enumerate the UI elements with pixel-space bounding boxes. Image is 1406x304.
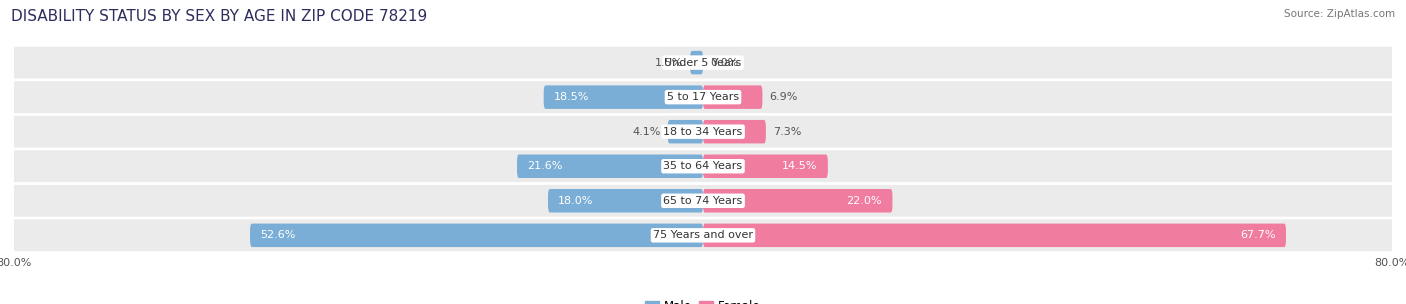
FancyBboxPatch shape (690, 51, 703, 74)
Text: 14.5%: 14.5% (782, 161, 817, 171)
Text: 21.6%: 21.6% (527, 161, 562, 171)
FancyBboxPatch shape (10, 116, 1396, 147)
Text: 4.1%: 4.1% (633, 127, 661, 137)
Text: 65 to 74 Years: 65 to 74 Years (664, 196, 742, 206)
Text: 35 to 64 Years: 35 to 64 Years (664, 161, 742, 171)
Text: 52.6%: 52.6% (260, 230, 295, 240)
FancyBboxPatch shape (10, 219, 1396, 251)
FancyBboxPatch shape (703, 223, 1286, 247)
Legend: Male, Female: Male, Female (641, 295, 765, 304)
Text: 75 Years and over: 75 Years and over (652, 230, 754, 240)
Text: 22.0%: 22.0% (846, 196, 882, 206)
FancyBboxPatch shape (250, 223, 703, 247)
Text: 6.9%: 6.9% (769, 92, 797, 102)
FancyBboxPatch shape (703, 120, 766, 143)
Text: 1.5%: 1.5% (655, 57, 683, 67)
FancyBboxPatch shape (517, 154, 703, 178)
Text: 0.0%: 0.0% (710, 57, 738, 67)
Text: 5 to 17 Years: 5 to 17 Years (666, 92, 740, 102)
FancyBboxPatch shape (10, 185, 1396, 217)
Text: 18 to 34 Years: 18 to 34 Years (664, 127, 742, 137)
Text: Source: ZipAtlas.com: Source: ZipAtlas.com (1284, 9, 1395, 19)
FancyBboxPatch shape (703, 154, 828, 178)
FancyBboxPatch shape (703, 85, 762, 109)
FancyBboxPatch shape (10, 47, 1396, 78)
FancyBboxPatch shape (703, 189, 893, 212)
FancyBboxPatch shape (548, 189, 703, 212)
FancyBboxPatch shape (10, 81, 1396, 113)
FancyBboxPatch shape (10, 150, 1396, 182)
Text: 18.0%: 18.0% (558, 196, 593, 206)
FancyBboxPatch shape (544, 85, 703, 109)
Text: DISABILITY STATUS BY SEX BY AGE IN ZIP CODE 78219: DISABILITY STATUS BY SEX BY AGE IN ZIP C… (11, 9, 427, 24)
Text: 67.7%: 67.7% (1240, 230, 1275, 240)
Text: Under 5 Years: Under 5 Years (665, 57, 741, 67)
Text: 7.3%: 7.3% (773, 127, 801, 137)
Text: 18.5%: 18.5% (554, 92, 589, 102)
FancyBboxPatch shape (668, 120, 703, 143)
